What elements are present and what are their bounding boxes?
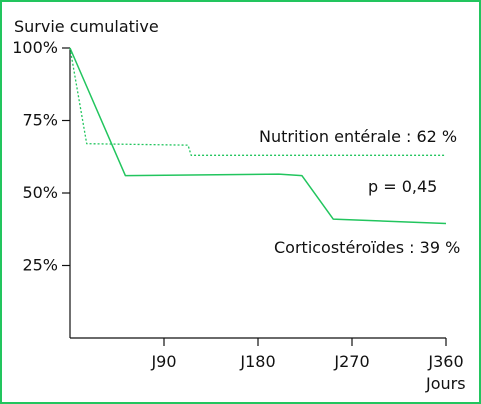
series-label-nutrition: Nutrition entérale : 62 % xyxy=(259,127,457,146)
x-tick-label: J180 xyxy=(239,352,275,371)
x-tick-label: J270 xyxy=(333,352,369,371)
x-ticks: J90 J180 J270 J360 xyxy=(150,338,464,371)
series-line-nutrition-enterale xyxy=(69,47,446,156)
chart-title: Survie cumulative xyxy=(14,17,159,36)
p-value-annotation: p = 0,45 xyxy=(368,177,437,196)
series-line-corticosteroides xyxy=(69,47,447,225)
y-tick-label: 100% xyxy=(12,38,58,57)
x-tick-label: J360 xyxy=(427,352,463,371)
y-tick-label: 25% xyxy=(22,256,58,275)
x-axis-label: Jours xyxy=(425,374,466,393)
y-ticks: 100% 75% 50% 25% xyxy=(12,38,70,275)
x-tick-label: J90 xyxy=(150,352,176,371)
y-tick-label: 75% xyxy=(22,111,58,130)
series-label-corticosteroides: Corticostéroïdes : 39 % xyxy=(274,238,460,257)
series-lines xyxy=(69,47,447,225)
y-tick-label: 50% xyxy=(22,183,58,202)
